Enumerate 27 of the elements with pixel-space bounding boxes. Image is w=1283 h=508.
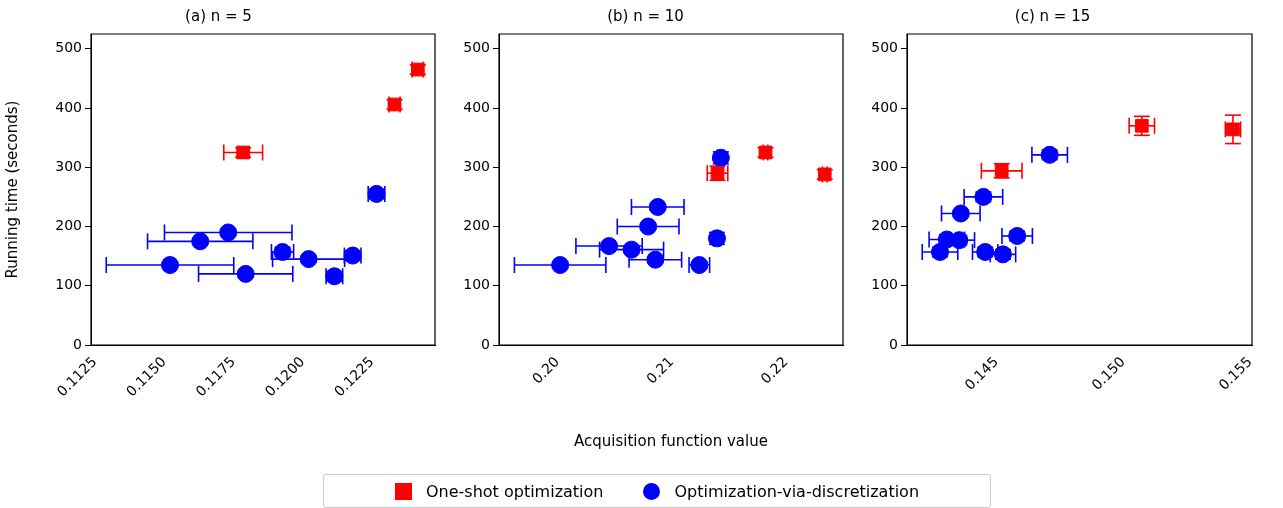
y-tick-label: 0: [481, 335, 490, 352]
y-tick-label: 100: [55, 276, 82, 293]
y-tick-label: 200: [871, 217, 898, 234]
y-tick-label: 400: [55, 98, 82, 115]
y-tick-label: 200: [55, 217, 82, 234]
y-tick-label: 0: [73, 335, 82, 352]
y-tick-label: 100: [871, 276, 898, 293]
y-tick-label: 400: [871, 98, 898, 115]
x-axis-title: Acquisition function value: [574, 431, 768, 450]
point: [1134, 118, 1149, 133]
y-tick-label: 300: [463, 157, 490, 174]
chart-title: (b) n = 10: [607, 6, 684, 25]
chart-title: (c) n = 15: [1014, 6, 1091, 25]
point: [600, 237, 619, 256]
y-tick-label: 200: [463, 217, 490, 234]
y-tick-label: 300: [871, 157, 898, 174]
y-tick-label: 500: [871, 39, 898, 56]
y-axis-title: Running time (seconds): [2, 100, 21, 279]
y-tick-label: 400: [463, 98, 490, 115]
y-tick-label: 300: [55, 157, 82, 174]
legend-label: Optimization-via-discretization: [674, 481, 920, 501]
y-tick-label: 100: [463, 276, 490, 293]
chart-title: (a) n = 5: [185, 6, 252, 25]
y-tick-label: 0: [889, 335, 898, 352]
y-tick-label: 500: [55, 39, 82, 56]
legend-label: One-shot optimization: [425, 481, 604, 501]
y-tick-label: 500: [463, 39, 490, 56]
